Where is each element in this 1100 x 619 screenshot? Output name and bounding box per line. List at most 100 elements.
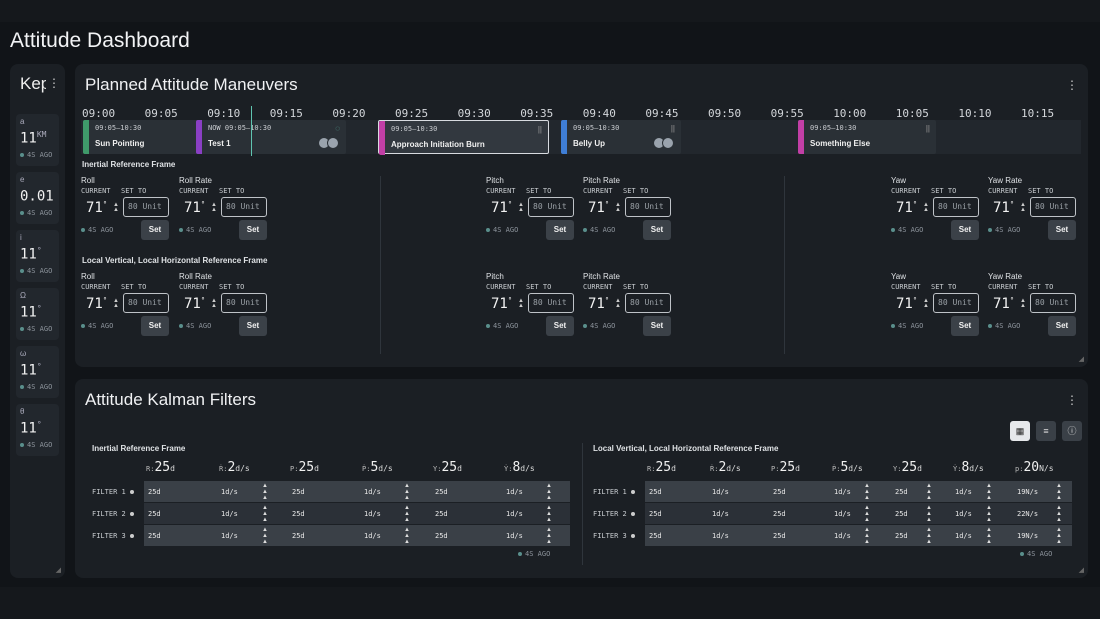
kepler-unit: ° bbox=[36, 246, 42, 255]
filter-row: FILTER 1 25d 1d/s ▲ ▲ ▲ 25d 1d/s ▲ ▲ ▲ 25d 1d/s ▲ ▲ ▲ 19… bbox=[581, 481, 1072, 502]
kepler-unit: ° bbox=[36, 420, 42, 429]
set-to-input[interactable]: 80 Unit bbox=[528, 197, 574, 217]
header-value: 25 bbox=[779, 460, 796, 475]
maneuvers-title: Planned Attitude Maneuvers bbox=[85, 75, 298, 94]
stepper-arrows-icon[interactable]: ▲ ▲ bbox=[211, 202, 217, 213]
section-title: Local Vertical, Local Horizontal Referen… bbox=[82, 256, 268, 265]
header-symbol: Ẏ: bbox=[504, 465, 513, 473]
kepler-card[interactable]: Ω 11° 4S AGO bbox=[16, 288, 59, 340]
maneuver-event[interactable]: 09:05–10:30 Something Else || bbox=[798, 120, 936, 154]
more-menu-icon[interactable]: ⋮ bbox=[48, 76, 60, 90]
set-button[interactable]: Set bbox=[643, 220, 671, 240]
filter-update-age: 4S AGO bbox=[1020, 550, 1052, 558]
set-to-input[interactable]: 80 Unit bbox=[528, 293, 574, 313]
status-dot-icon bbox=[583, 324, 587, 328]
header-unit: d/s bbox=[235, 464, 250, 473]
current-value: 71° bbox=[184, 296, 205, 312]
status-dot-icon bbox=[486, 228, 490, 232]
header-value: 5 bbox=[840, 460, 849, 475]
more-menu-icon[interactable]: ⋮ bbox=[1066, 78, 1078, 92]
set-button[interactable]: Set bbox=[1048, 316, 1076, 336]
kepler-card[interactable]: ω 11° 4S AGO bbox=[16, 346, 59, 398]
kepler-age: 4S AGO bbox=[20, 151, 52, 159]
stepper-arrows-icon[interactable]: ▲ ▲ bbox=[615, 202, 621, 213]
filter-header: Y:25d bbox=[893, 460, 922, 475]
current-unit: ° bbox=[912, 200, 918, 209]
resize-handle-icon[interactable]: ◢ bbox=[1078, 356, 1084, 363]
maneuver-event[interactable]: 09:05–10:30 Belly Up || bbox=[561, 120, 681, 154]
header-unit: d/s bbox=[378, 464, 393, 473]
control-name: Yaw bbox=[891, 176, 906, 185]
filter-row-label: FILTER 1 bbox=[593, 488, 638, 496]
control-roll-rate: Roll Rate CURRENT SET TO 71° ▲ ▲ 80 Unit 4S AGO… bbox=[179, 272, 379, 342]
set-to-input[interactable]: 80 Unit bbox=[625, 293, 671, 313]
kepler-age-text: 4S AGO bbox=[27, 151, 53, 159]
current-value: 71° bbox=[184, 200, 205, 216]
set-button[interactable]: Set bbox=[546, 220, 574, 240]
stepper-arrows-icon[interactable]: ▲ ▲ bbox=[113, 202, 119, 213]
filter-cell: 1d/s bbox=[955, 488, 972, 496]
current-value: 71° bbox=[588, 200, 609, 216]
set-button[interactable]: Set bbox=[141, 316, 169, 336]
divider bbox=[784, 176, 785, 354]
chart-view-icon[interactable]: ≡ bbox=[1036, 421, 1056, 441]
stepper-arrows-icon[interactable]: ▲ ▲ bbox=[923, 202, 929, 213]
current-unit: ° bbox=[1009, 200, 1015, 209]
control-name: Pitch Rate bbox=[583, 272, 620, 281]
maneuver-event[interactable]: NOW 09:05–10:30 Test 1 ◌ bbox=[196, 120, 346, 154]
trend-arrows-icon: ▲ ▲ ▲ bbox=[926, 505, 932, 523]
kepler-card[interactable]: i 11° 4S AGO bbox=[16, 230, 59, 282]
set-button[interactable]: Set bbox=[239, 316, 267, 336]
set-to-input[interactable]: 80 Unit bbox=[625, 197, 671, 217]
trend-arrows-icon: ▲ ▲ ▲ bbox=[864, 483, 870, 501]
set-to-input[interactable]: 80 Unit bbox=[123, 197, 169, 217]
set-to-input[interactable]: 80 Unit bbox=[1030, 293, 1076, 313]
resize-handle-icon[interactable]: ◢ bbox=[1078, 567, 1084, 574]
set-to-input[interactable]: 80 Unit bbox=[221, 293, 267, 313]
filter-frame-title: Local Vertical, Local Horizontal Referen… bbox=[593, 444, 779, 453]
kepler-card[interactable]: e 0.01 4S AGO bbox=[16, 172, 59, 224]
stepper-arrows-icon[interactable]: ▲ ▲ bbox=[615, 298, 621, 309]
table-view-icon[interactable]: ▦ bbox=[1010, 421, 1030, 441]
stepper-arrows-icon[interactable]: ▲ ▲ bbox=[923, 298, 929, 309]
header-value: 2 bbox=[718, 460, 727, 475]
status-dot-icon bbox=[129, 490, 134, 494]
set-to-input[interactable]: 80 Unit bbox=[933, 197, 979, 217]
set-to-input[interactable]: 80 Unit bbox=[221, 197, 267, 217]
set-button[interactable]: Set bbox=[546, 316, 574, 336]
set-button[interactable]: Set bbox=[643, 316, 671, 336]
kepler-card[interactable]: θ 11° 4S AGO bbox=[16, 404, 59, 456]
timeline-time-label: 10:00 bbox=[833, 107, 867, 120]
resize-handle-icon[interactable]: ◢ bbox=[55, 567, 61, 574]
set-to-input[interactable]: 80 Unit bbox=[1030, 197, 1076, 217]
set-button[interactable]: Set bbox=[951, 316, 979, 336]
maneuver-event[interactable]: 09:05–10:30 Approach Initiation Burn || bbox=[378, 120, 549, 155]
filter-cell: 25d bbox=[649, 532, 662, 540]
timeline-time-label: 09:50 bbox=[708, 107, 742, 120]
kepler-symbol: i bbox=[20, 233, 22, 242]
set-button[interactable]: Set bbox=[1048, 220, 1076, 240]
set-to-input[interactable]: 80 Unit bbox=[123, 293, 169, 313]
stepper-arrows-icon[interactable]: ▲ ▲ bbox=[211, 298, 217, 309]
info-icon[interactable]: ⓘ bbox=[1062, 421, 1082, 441]
maneuvers-panel: Planned Attitude Maneuvers ⋮ 09:00 09:05 0… bbox=[75, 64, 1088, 367]
set-to-label: SET TO bbox=[931, 187, 957, 195]
kepler-card[interactable]: a 11KM 4S AGO bbox=[16, 114, 59, 166]
set-button[interactable]: Set bbox=[141, 220, 169, 240]
set-button[interactable]: Set bbox=[951, 220, 979, 240]
stepper-arrows-icon[interactable]: ▲ ▲ bbox=[518, 202, 524, 213]
set-to-label: SET TO bbox=[121, 187, 147, 195]
stepper-arrows-icon[interactable]: ▲ ▲ bbox=[518, 298, 524, 309]
current-unit: ° bbox=[200, 200, 206, 209]
stepper-arrows-icon[interactable]: ▲ ▲ bbox=[1020, 202, 1026, 213]
set-to-input[interactable]: 80 Unit bbox=[933, 293, 979, 313]
stepper-arrows-icon[interactable]: ▲ ▲ bbox=[1020, 298, 1026, 309]
current-value: 71° bbox=[993, 296, 1014, 312]
set-button[interactable]: Set bbox=[239, 220, 267, 240]
control-name: Pitch bbox=[486, 272, 504, 281]
more-menu-icon[interactable]: ⋮ bbox=[1066, 393, 1078, 407]
stepper-arrows-icon[interactable]: ▲ ▲ bbox=[113, 298, 119, 309]
set-to-label: SET TO bbox=[623, 283, 649, 291]
header-unit: d bbox=[671, 464, 676, 473]
